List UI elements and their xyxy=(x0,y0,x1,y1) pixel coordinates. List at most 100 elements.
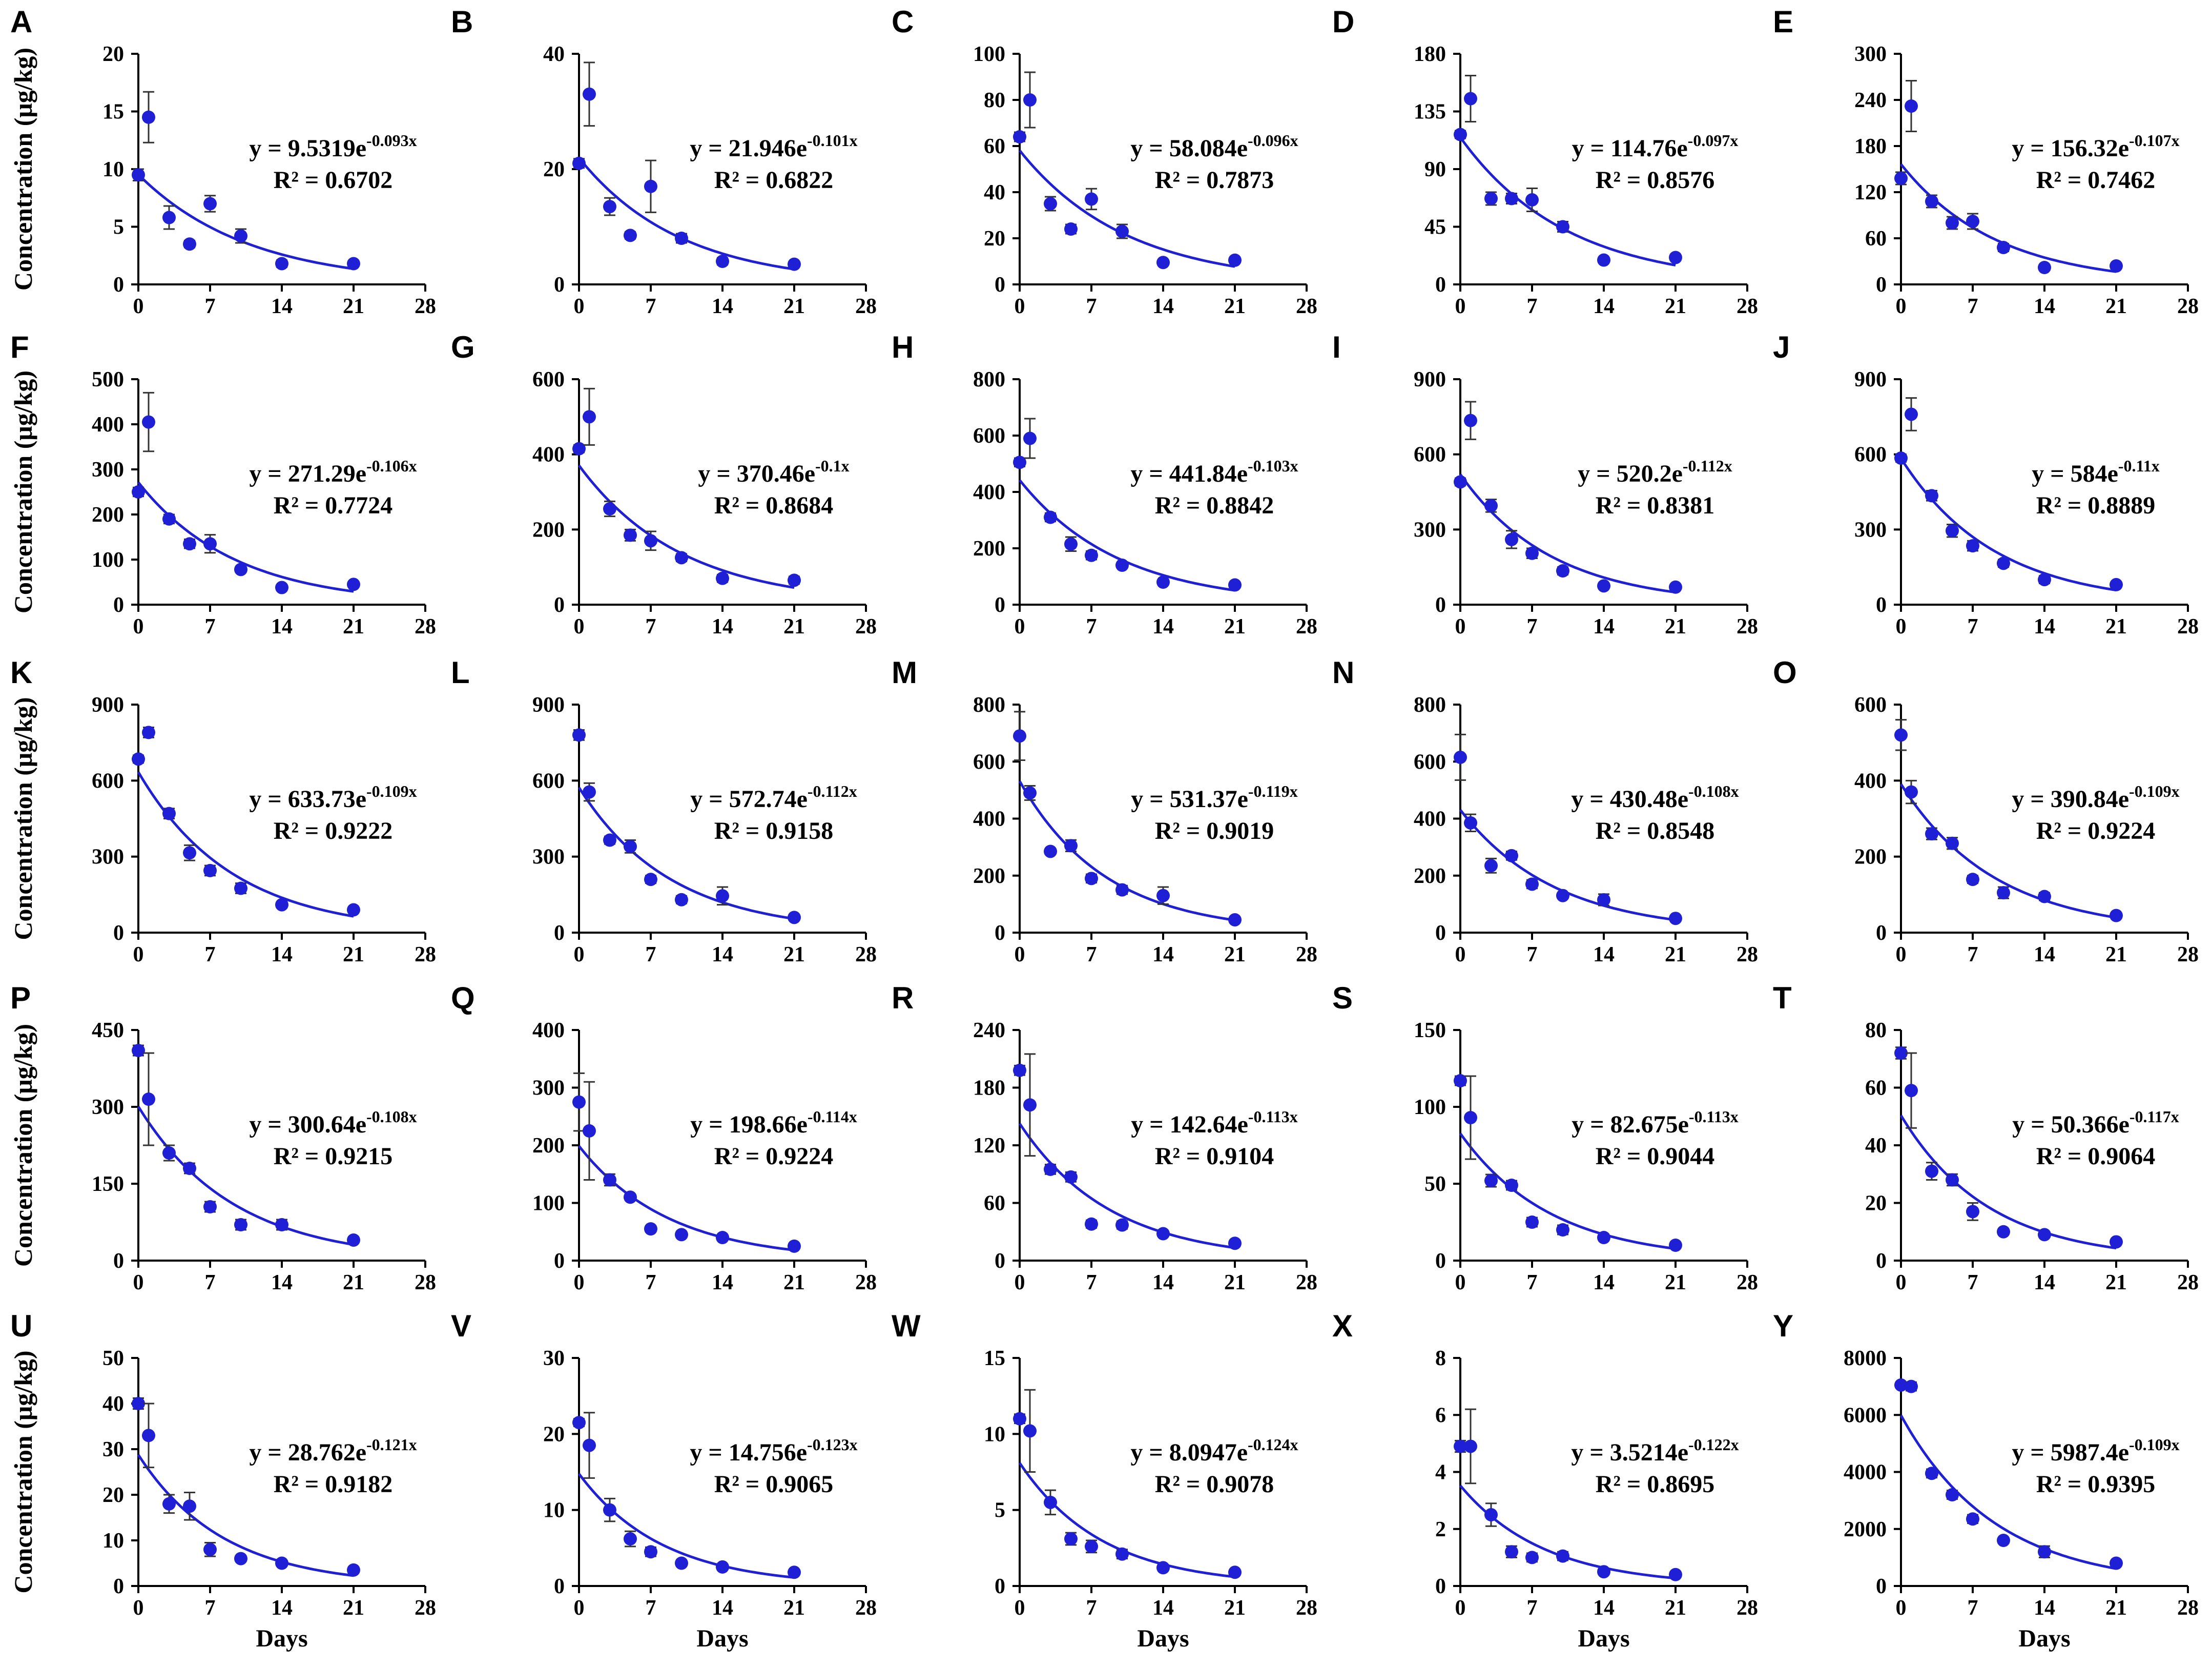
panel-t-equation-exponent: -0.117x xyxy=(2130,1107,2179,1126)
panel-c-y-tick-label: 100 xyxy=(973,43,1005,66)
panel-l-data-point xyxy=(583,785,596,799)
panel-s-x-tick-label: 0 xyxy=(1455,1271,1466,1294)
panel-q-data-point xyxy=(788,1239,801,1253)
panel-f-data-point xyxy=(275,581,288,594)
panel-u-y-tick-label: 20 xyxy=(102,1483,124,1507)
panel-e-data-point xyxy=(1894,172,1908,185)
panel-j-equation-base: y = 584e xyxy=(2032,460,2118,487)
panel-w-data-point xyxy=(1156,1561,1170,1575)
panel-l-r-squared: R² = 0.9158 xyxy=(714,817,833,844)
panel-i-fit-curve xyxy=(1459,473,1676,594)
panel-t-y-tick-label: 60 xyxy=(1865,1077,1887,1100)
panel-v-x-tick-label: 0 xyxy=(574,1596,585,1620)
panel-m-x-tick-label: 14 xyxy=(1152,943,1174,966)
panel-g-y-tick-label: 0 xyxy=(554,593,565,617)
panel-i-y-tick-label: 600 xyxy=(1414,443,1446,467)
panel-y-x-tick-label: 28 xyxy=(2177,1596,2199,1620)
panel-i-data-point xyxy=(1597,579,1610,593)
panel-y-data-point xyxy=(1966,1512,1979,1526)
panel-h-data-point xyxy=(1023,431,1037,445)
panel-k-data-point xyxy=(132,752,145,766)
panel-h-data-point xyxy=(1044,510,1057,524)
panel-e-data-point xyxy=(2110,259,2123,273)
panel-q-data-point xyxy=(603,1173,616,1187)
panel-x-y-tick-label: 6 xyxy=(1435,1404,1446,1427)
panel-y-x-tick-label: 21 xyxy=(2105,1596,2127,1620)
panel-j-y-tick-label: 300 xyxy=(1854,518,1887,542)
panel-y-data-point xyxy=(2110,1556,2123,1570)
panel-a-y-tick-label: 0 xyxy=(113,273,124,297)
panel-f-equation-exponent: -0.106x xyxy=(366,457,417,475)
panel-h-x-tick-label: 7 xyxy=(1086,615,1097,638)
panel-l-x-tick-label: 14 xyxy=(712,943,733,966)
panel-m-data-point xyxy=(1115,883,1129,897)
panel-c-equation: y = 58.084e-0.096x xyxy=(1130,131,1298,162)
panel-w-x-tick-label: 21 xyxy=(1224,1596,1246,1620)
panel-w-x-tick-label: 0 xyxy=(1015,1596,1025,1620)
panel-j: J 0 300 600 900 0 7 14 21 28 y = 584e-0.11x R² = 0.… xyxy=(1773,330,2199,638)
panel-v-y-tick-label: 0 xyxy=(554,1575,565,1598)
panel-f-equation: y = 271.29e-0.106x xyxy=(249,457,417,487)
panel-c-equation-base: y = 58.084e xyxy=(1130,135,1248,162)
panel-y-y-tick-label: 4000 xyxy=(1844,1461,1887,1485)
panel-u-y-tick-label: 50 xyxy=(102,1347,124,1370)
panel-q-x-tick-label: 14 xyxy=(712,1271,733,1294)
panel-w-letter: W xyxy=(892,1309,921,1343)
panel-u-data-point xyxy=(142,1429,155,1443)
panel-d-y-tick-label: 0 xyxy=(1435,273,1446,297)
panel-h-equation-base: y = 441.84e xyxy=(1130,460,1248,487)
panel-e-letter: E xyxy=(1773,5,1793,39)
panel-w-y-tick-label: 5 xyxy=(995,1499,1005,1522)
panel-t-letter: T xyxy=(1773,981,1792,1015)
panel-i-x-tick-label: 14 xyxy=(1593,615,1615,638)
panel-f-data-point xyxy=(183,537,196,551)
panel-k-x-tick-label: 0 xyxy=(133,943,144,966)
panel-u-data-point xyxy=(234,1552,247,1565)
panel-i-y-tick-label: 0 xyxy=(1435,593,1446,617)
panel-v-y-tick-label: 30 xyxy=(543,1347,565,1370)
panel-o: O 0 200 400 600 0 7 14 21 28 y = 390.84e-0.109x R² … xyxy=(1773,655,2199,966)
panel-f-x-tick-label: 7 xyxy=(205,615,216,638)
panel-i-y-tick-label: 900 xyxy=(1414,368,1446,392)
panel-e-y-tick-label: 300 xyxy=(1854,43,1887,66)
panel-m-x-tick-label: 21 xyxy=(1224,943,1246,966)
panel-u-y-tick-label: 40 xyxy=(102,1392,124,1416)
panel-i-data-point xyxy=(1484,499,1498,512)
panel-p-y-tick-label: 450 xyxy=(92,1019,124,1042)
panel-m-y-tick-label: 400 xyxy=(973,808,1005,831)
panel-j-y-tick-label: 0 xyxy=(1876,593,1887,617)
panel-b-r-squared: R² = 0.6822 xyxy=(714,167,833,194)
panel-i-x-tick-label: 21 xyxy=(1665,615,1686,638)
panel-f-y-tick-label: 300 xyxy=(92,458,124,482)
panel-g-data-point xyxy=(675,551,688,565)
panel-c-y-tick-label: 60 xyxy=(984,135,1005,158)
panel-g: G 0 200 400 600 0 7 14 21 28 y = 370.46e-0.1x R² = … xyxy=(451,330,877,638)
panel-c-x-tick-label: 14 xyxy=(1152,295,1174,318)
panel-t-equation: y = 50.366e-0.117x xyxy=(2012,1107,2179,1138)
panel-n-data-point xyxy=(1454,750,1467,764)
panel-i-r-squared: R² = 0.8381 xyxy=(1596,492,1714,519)
panel-d-equation: y = 114.76e-0.097x xyxy=(1572,131,1739,162)
panel-k-r-squared: R² = 0.9222 xyxy=(274,817,392,844)
panel-l-data-point xyxy=(572,728,586,742)
panel-o-data-point xyxy=(2110,909,2123,922)
panel-s-data-point xyxy=(1505,1179,1518,1192)
panel-f-equation-base: y = 271.29e xyxy=(249,460,366,487)
panel-r-x-tick-label: 0 xyxy=(1015,1271,1025,1294)
panel-t: T 0 20 40 60 80 0 7 14 21 28 y = 50.366e-0.117x R² =… xyxy=(1773,981,2199,1294)
panel-y-y-tick-label: 8000 xyxy=(1844,1347,1887,1370)
panel-l-equation-base: y = 572.74e xyxy=(690,786,808,813)
panel-g-data-point xyxy=(788,573,801,587)
panel-l-fit-curve xyxy=(577,787,795,920)
panel-o-equation-exponent: -0.109x xyxy=(2129,782,2180,800)
panel-b-x-tick-label: 14 xyxy=(712,295,733,318)
panel-t-r-squared: R² = 0.9064 xyxy=(2036,1143,2155,1170)
panel-o-y-tick-label: 400 xyxy=(1854,769,1887,793)
panel-x-x-tick-label: 21 xyxy=(1665,1596,1686,1620)
panel-u-letter: U xyxy=(10,1309,32,1343)
panel-k-x-tick-label: 21 xyxy=(343,943,364,966)
panel-d-data-point xyxy=(1525,193,1539,207)
panel-a-data-point xyxy=(347,257,360,271)
panel-r-y-tick-label: 60 xyxy=(984,1192,1005,1215)
panel-r-data-point xyxy=(1115,1218,1129,1232)
